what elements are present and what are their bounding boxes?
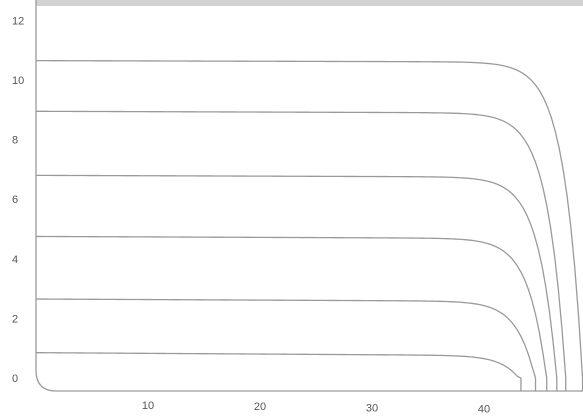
y-tick-label: 8 [12, 135, 18, 147]
curve-layer [35, 0, 583, 392]
x-tick-label: 40 [478, 404, 490, 416]
series-line-1 [35, 352, 522, 391]
y-tick-label: 4 [12, 254, 18, 266]
x-tick-label: 30 [366, 402, 378, 414]
top-band [36, 0, 583, 6]
series-line-5 [35, 110, 567, 391]
y-tick-labels: 0 2 4 6 8 10 12 [12, 15, 24, 385]
y-tick-label: 2 [12, 313, 18, 325]
x-axis-line [35, 369, 583, 392]
y-tick-label: 6 [12, 194, 18, 206]
y-tick-label: 12 [12, 15, 24, 27]
x-tick-label: 10 [142, 400, 154, 412]
series-line-2 [35, 298, 537, 391]
series-line-4 [35, 174, 558, 391]
y-tick-label: 0 [12, 373, 18, 385]
x-tick-labels: 1020304050 [142, 400, 490, 416]
series-line-6 [35, 59, 583, 391]
x-tick-label: 20 [254, 401, 266, 413]
y-tick-label: 10 [12, 75, 24, 87]
series-line-3 [35, 235, 548, 391]
